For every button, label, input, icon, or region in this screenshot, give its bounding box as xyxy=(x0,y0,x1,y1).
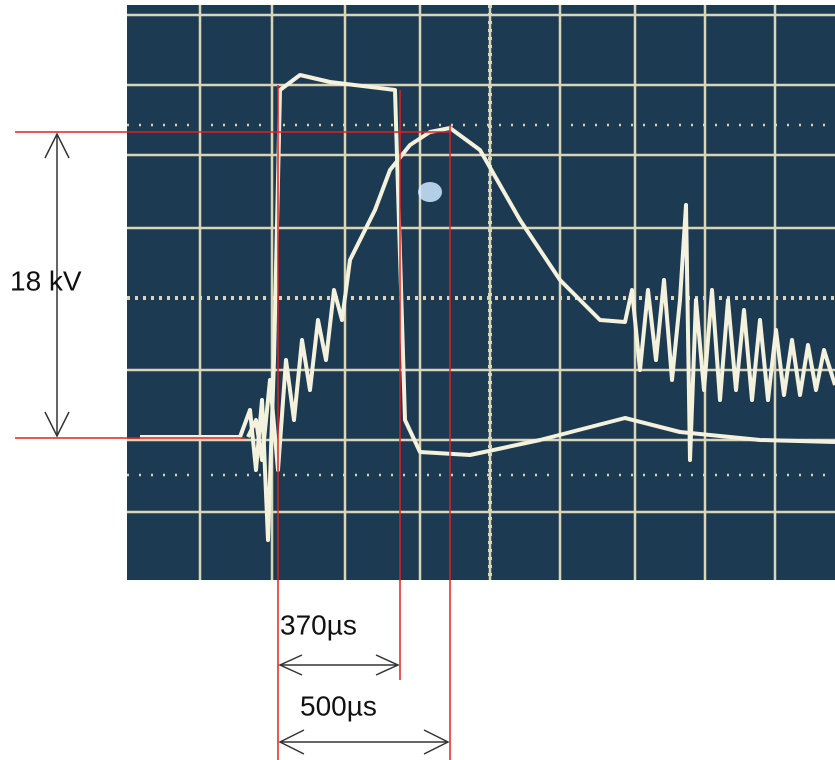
amplitude-label: 18 kV xyxy=(10,265,82,296)
rise-trace xyxy=(246,126,835,472)
rise-arrow xyxy=(278,729,450,755)
width-label: 370µs xyxy=(280,609,357,640)
rise-label: 500µs xyxy=(300,690,377,721)
glare xyxy=(418,182,442,202)
pulse-trace xyxy=(140,73,835,542)
width-arrow xyxy=(278,654,400,676)
scope-grid xyxy=(127,5,835,580)
amplitude-arrow xyxy=(44,132,70,438)
scope-screen xyxy=(127,5,835,580)
